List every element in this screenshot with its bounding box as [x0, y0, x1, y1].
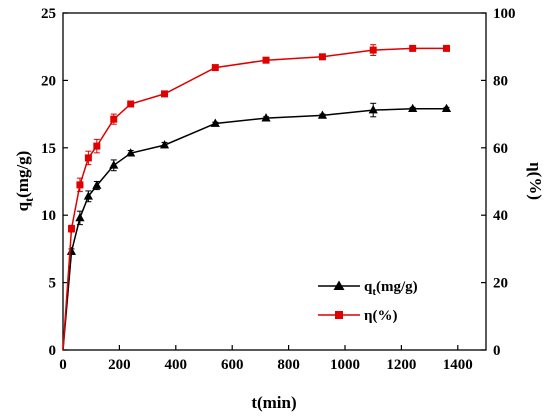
data-point	[443, 44, 451, 52]
y-left-tick-label: 20	[41, 73, 56, 89]
x-tick-label: 1000	[330, 357, 360, 373]
y-right-axis-title: η(%)	[526, 162, 545, 200]
x-tick-label: 1400	[443, 357, 473, 373]
data-point	[368, 105, 378, 114]
y-left-title-unit: (mg/g)	[13, 151, 32, 198]
data-point	[211, 64, 219, 72]
data-point	[92, 180, 102, 189]
x-tick-label: 800	[277, 357, 300, 373]
series-line	[62, 107, 447, 351]
data-point	[161, 90, 169, 98]
data-point	[210, 118, 220, 127]
y-right-tick-label: 20	[493, 276, 508, 292]
data-point	[84, 154, 92, 162]
legend-label-qt-main: q	[364, 279, 373, 295]
legend-label-eta: η(%)	[364, 308, 398, 324]
data-point	[110, 115, 118, 123]
x-tick-label: 1200	[386, 357, 416, 373]
y-left-tick-label: 0	[49, 343, 57, 359]
data-point	[93, 142, 101, 150]
plot-border	[62, 12, 487, 351]
series-line	[62, 47, 447, 351]
x-axis-title: t(min)	[251, 393, 296, 412]
data-point	[408, 103, 418, 113]
data-point	[317, 110, 328, 119]
y-left-axis-title: qt(mg/g)	[13, 151, 36, 212]
y-right-tick-label: 80	[493, 73, 508, 89]
y-right-tick-label: 100	[493, 6, 516, 22]
legend-label-qt-sub: t	[372, 286, 376, 298]
data-point	[318, 53, 326, 61]
series-layer	[62, 44, 452, 351]
legend-label-qt-unit: (mg/g)	[376, 279, 418, 295]
data-point	[409, 44, 417, 52]
legend-label-qt: qt(mg/g)	[364, 279, 418, 298]
y-left-tick-label: 5	[49, 276, 57, 292]
plot-frame	[62, 12, 487, 351]
y-right-tick-label: 40	[493, 208, 508, 224]
data-point	[127, 100, 135, 108]
axis-ticks: 0 200 400 600 800 1000 1200 1400 0 5 10 15 20 25 0 20 40…	[41, 6, 516, 373]
data-point	[126, 148, 136, 157]
y-left-tick-label: 10	[41, 208, 56, 224]
x-tick-label: 200	[108, 357, 131, 373]
legend-marker-eta	[335, 311, 343, 319]
data-point	[109, 160, 119, 169]
y-left-tick-label: 15	[41, 141, 56, 157]
data-point	[83, 191, 93, 200]
legend: qt(mg/g) η(%)	[318, 279, 418, 324]
series-1	[62, 44, 451, 351]
data-point	[67, 225, 75, 233]
data-point	[262, 56, 270, 64]
x-tick-label: 400	[165, 357, 188, 373]
data-point	[369, 46, 377, 54]
x-tick-label: 600	[221, 357, 244, 373]
y-right-tick-label: 0	[493, 343, 501, 359]
x-tick-label: 0	[59, 357, 67, 373]
data-point	[75, 212, 85, 222]
y-left-title-main: q	[13, 201, 32, 211]
data-point	[261, 113, 271, 122]
data-point	[441, 103, 452, 113]
data-point	[76, 181, 84, 189]
y-left-title-sub: t	[22, 198, 36, 202]
legend-marker-qt	[333, 280, 345, 290]
y-right-tick-label: 60	[493, 141, 508, 157]
data-point	[159, 140, 170, 149]
data-point	[66, 246, 77, 255]
y-left-tick-label: 25	[41, 6, 56, 22]
